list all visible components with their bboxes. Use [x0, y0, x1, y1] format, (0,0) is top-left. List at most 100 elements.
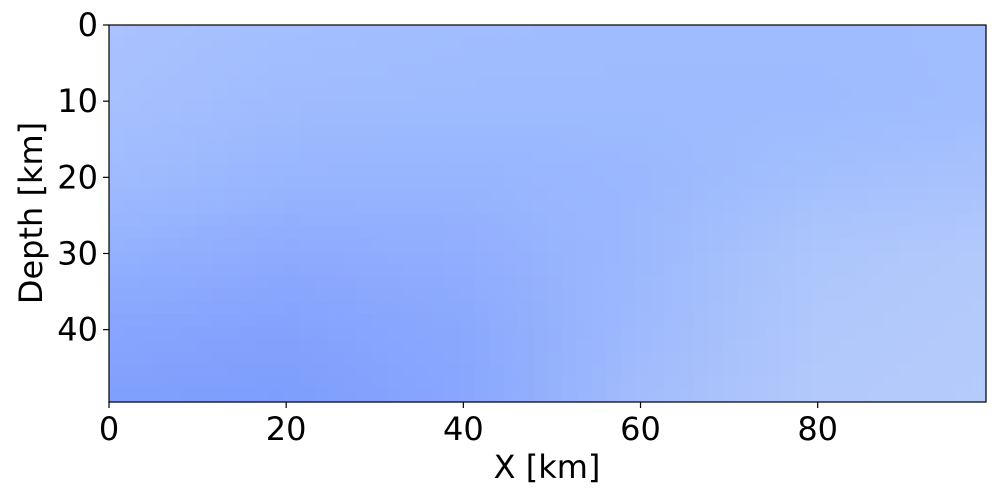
heatmap-cell [196, 213, 212, 227]
heatmap-cell [357, 25, 373, 39]
heatmap-cell [883, 75, 899, 89]
heatmap-cell [503, 376, 519, 391]
heatmap-cell [357, 351, 373, 365]
heatmap-cell [664, 238, 680, 252]
heatmap-cell [123, 150, 139, 164]
heatmap-cell [664, 326, 680, 340]
heatmap-cell [372, 326, 388, 340]
heatmap-cell [430, 389, 446, 403]
heatmap-cell [109, 213, 125, 227]
heatmap-cell [240, 314, 256, 328]
heatmap-cell [357, 251, 373, 265]
heatmap-cell [562, 263, 578, 277]
heatmap-cell [708, 288, 724, 303]
heatmap-cell [825, 288, 841, 303]
heatmap-cell [708, 200, 724, 215]
heatmap-cell [138, 238, 154, 252]
heatmap-cell [196, 288, 212, 303]
heatmap-cell [357, 238, 373, 252]
heatmap-cell [839, 163, 856, 177]
heatmap-cell [562, 25, 578, 39]
heatmap-cell [722, 75, 739, 89]
heatmap-cell [664, 364, 680, 378]
heatmap-cell [839, 100, 856, 114]
heatmap-cell [942, 339, 958, 353]
heatmap-cell [503, 251, 519, 265]
heatmap-cell [386, 100, 402, 114]
heatmap-cell [649, 389, 666, 403]
heatmap-cell [415, 213, 432, 227]
heatmap-cell [489, 389, 505, 403]
heatmap-cell [313, 376, 329, 391]
heatmap-cell [635, 37, 651, 51]
heatmap-cell [138, 389, 154, 403]
heatmap-cell [898, 263, 914, 277]
heatmap-cell [240, 364, 256, 378]
heatmap-cell [752, 326, 768, 340]
heatmap-cell [839, 200, 856, 215]
heatmap-cell [562, 150, 578, 164]
heatmap-cell [503, 50, 519, 64]
heatmap-cell [211, 37, 227, 51]
heatmap-cell [869, 376, 885, 391]
heatmap-cell [284, 188, 300, 202]
heatmap-cell [927, 389, 943, 403]
heatmap-cell [620, 276, 636, 290]
heatmap-cell [605, 351, 622, 365]
heatmap-cell [781, 175, 797, 189]
heatmap-cell [313, 389, 329, 403]
heatmap-cell [781, 25, 797, 39]
heatmap-cell [781, 351, 797, 365]
heatmap-cell [342, 288, 359, 303]
heatmap-cell [459, 175, 476, 189]
heatmap-cell [825, 389, 841, 403]
heatmap-cell [167, 62, 183, 76]
heatmap-cell [795, 25, 812, 39]
heatmap-cell [547, 75, 563, 89]
heatmap-cell [123, 364, 139, 378]
heatmap-cell [883, 288, 899, 303]
heatmap-cell [869, 238, 885, 252]
heatmap-cell [284, 288, 300, 303]
heatmap-cell [679, 125, 695, 139]
heatmap-cell [883, 314, 899, 328]
heatmap-cell [576, 301, 592, 315]
heatmap-cell [152, 288, 169, 303]
heatmap-cell [182, 288, 198, 303]
heatmap-cell [635, 175, 651, 189]
heatmap-cell [708, 62, 724, 76]
heatmap-cell [605, 389, 622, 403]
heatmap-cell [679, 87, 695, 101]
heatmap-cell [591, 175, 607, 189]
heatmap-cell [109, 62, 125, 76]
heatmap-cell [167, 100, 183, 114]
heatmap-cell [152, 100, 169, 114]
heatmap-cell [562, 376, 578, 391]
heatmap-cell [562, 125, 578, 139]
heatmap-cell [766, 163, 782, 177]
heatmap-cell [138, 314, 154, 328]
heatmap-cell [956, 62, 972, 76]
heatmap-cell [854, 364, 870, 378]
heatmap-cell [971, 37, 987, 51]
heatmap-cell [532, 75, 549, 89]
heatmap-cell [810, 339, 826, 353]
heatmap-cell [649, 188, 666, 202]
heatmap-cell [430, 238, 446, 252]
heatmap-cell [752, 263, 768, 277]
heatmap-cell [372, 62, 388, 76]
heatmap-cell [795, 125, 812, 139]
heatmap-cell [547, 276, 563, 290]
x-tick-label: 80 [797, 410, 838, 448]
heatmap-cell [810, 37, 826, 51]
heatmap-cell [459, 125, 476, 139]
heatmap-cell [109, 112, 125, 127]
heatmap-cell [342, 226, 359, 240]
heatmap-cell [869, 251, 885, 265]
heatmap-cell [781, 251, 797, 265]
heatmap-cell [883, 112, 899, 127]
heatmap-cell [196, 364, 212, 378]
heatmap-cell [664, 339, 680, 353]
heatmap-cell [635, 389, 651, 403]
y-tick-label: 10 [57, 82, 98, 120]
